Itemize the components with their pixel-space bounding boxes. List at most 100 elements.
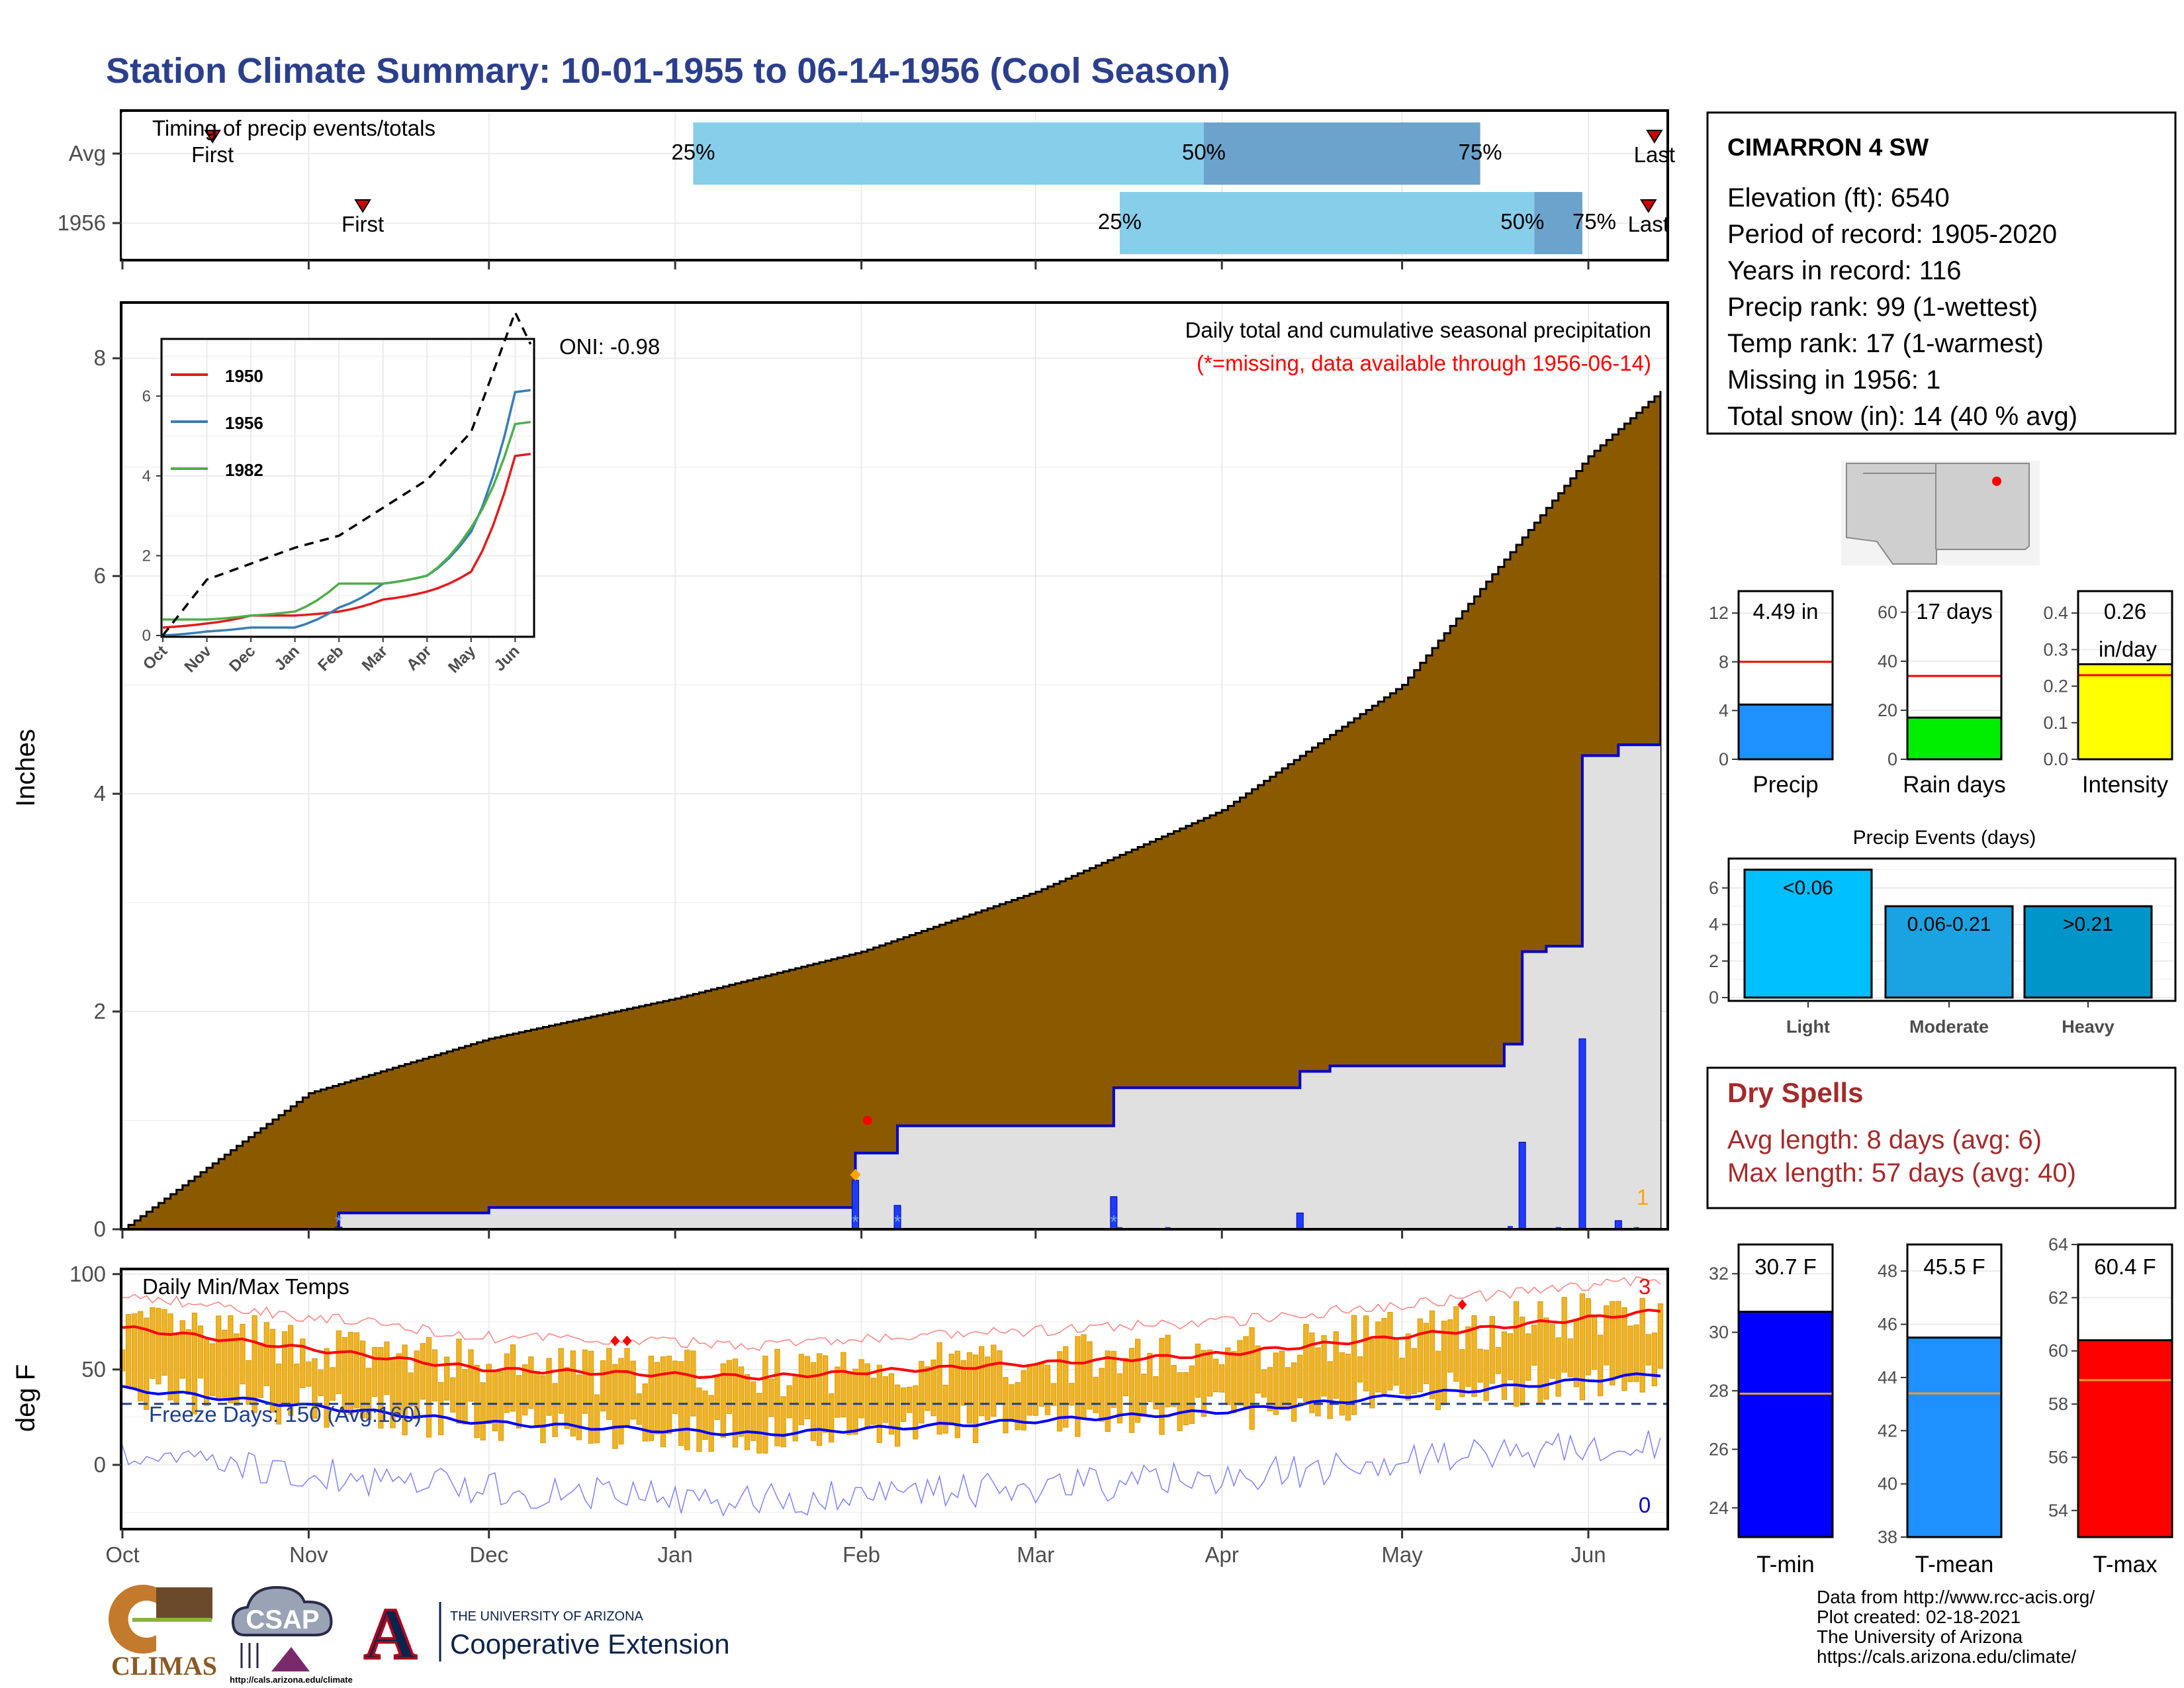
daily-temp-range: [396, 1353, 402, 1415]
daily-temp-range: [1513, 1301, 1520, 1407]
timing-bar-50-75: [1534, 192, 1582, 254]
daily-temp-range: [432, 1349, 438, 1402]
daily-temp-range: [1171, 1364, 1177, 1407]
event-bar-label: <0.06: [1783, 877, 1833, 899]
summary-bar-tick-label: 60: [1878, 602, 1897, 622]
month-label: Dec: [469, 1542, 508, 1567]
summary-bar-frame: [1906, 590, 2003, 761]
daily-temp-range: [167, 1313, 173, 1401]
daily-temp-range: [1105, 1350, 1111, 1432]
daily-temp-range: [966, 1352, 973, 1424]
precip-events-bars: <0.06 Light 0.06-0.21 Moderate >0.21 Heavy: [1743, 868, 2153, 1037]
daily-temp-range: [942, 1384, 948, 1434]
month-label: Jun: [1570, 1542, 1606, 1567]
station-elevation: Elevation (ft): 6540: [1727, 183, 1950, 212]
inset-y-tick-label: 0: [142, 627, 151, 645]
daily-temp-range: [1573, 1319, 1579, 1387]
daily-temp-range: [534, 1371, 540, 1426]
daily-temp-range: [936, 1342, 942, 1435]
legend-label-1956: 1956: [225, 413, 263, 433]
daily-temp-range: [576, 1374, 582, 1440]
daily-temp-range: [1038, 1362, 1045, 1407]
climas-emblem: [108, 1585, 156, 1654]
daily-temp-range: [978, 1346, 985, 1417]
daily-temp-range: [528, 1356, 534, 1409]
daily-temp-range: [210, 1343, 216, 1396]
summary-bar-tick-label: 0.2: [2043, 677, 2068, 696]
record-max-line: [122, 1276, 1661, 1351]
daily-temp-range: [588, 1350, 594, 1444]
month-label: Nov: [289, 1542, 328, 1567]
daily-temp-range: [606, 1348, 612, 1421]
min-record-count: 0: [1639, 1493, 1651, 1517]
daily-temp-range: [1501, 1331, 1508, 1400]
events-y-tick-label: 4: [1709, 915, 1719, 935]
daily-temp-range: [1627, 1325, 1633, 1382]
station-info-frame: [1706, 111, 2177, 435]
temp-bar-tick-label: 58: [2048, 1394, 2068, 1414]
inset-plot: [161, 309, 533, 637]
daily-temp-range: [1243, 1336, 1249, 1407]
daily-temp-range: [1177, 1372, 1183, 1431]
daily-temp-range: [666, 1356, 672, 1434]
daily-temp-range: [1525, 1333, 1531, 1381]
daily-temp-range: [179, 1320, 185, 1379]
daily-temp-range: [1369, 1339, 1375, 1409]
daily-temp-range: [780, 1396, 786, 1448]
daily-temp-range: [972, 1354, 979, 1443]
station-precip-rank: Precip rank: 99 (1-wettest): [1727, 293, 2038, 322]
daily-temp-range: [919, 1360, 925, 1424]
dry-spells-frame: [1706, 1066, 2177, 1209]
dry-spells-max: Max length: 57 days (avg: 40): [1727, 1158, 2076, 1188]
temp-bar-tick-label: 64: [2048, 1235, 2068, 1254]
daily-temp-range: [300, 1338, 306, 1388]
daily-temp-range: [191, 1313, 198, 1415]
daily-temp-range: [1201, 1350, 1207, 1417]
precip-y-tick-label: 4: [94, 781, 106, 806]
daily-temp-range: [1351, 1315, 1357, 1415]
daily-temp-range: [1147, 1352, 1153, 1402]
daily-temp-range: [353, 1332, 360, 1409]
cumulative-1956-line: [122, 743, 1661, 1231]
station-temp-rank: Temp rank: 17 (1-warmest): [1727, 329, 2044, 358]
daily-temp-range: [960, 1360, 967, 1406]
daily-temp-range: [636, 1393, 642, 1425]
daily-precip-bar: [1296, 1212, 1304, 1230]
daily-temp-range: [1495, 1347, 1501, 1374]
daily-temp-range: [1081, 1334, 1087, 1420]
daily-temp-range: [1604, 1305, 1610, 1366]
daily-temp-range: [798, 1354, 804, 1425]
daily-temp-range: [1309, 1333, 1315, 1413]
summary-bar-tick-label: 0.1: [2043, 713, 2068, 733]
daily-temp-range: [125, 1314, 132, 1388]
daily-temp-range: [1345, 1354, 1351, 1421]
daily-temp-range: [324, 1348, 330, 1428]
footer-url: https://cals.arizona.edu/climate/: [1817, 1646, 2076, 1667]
csap-cloud: [231, 1585, 333, 1636]
temp-bar-tick-label: 54: [2048, 1501, 2068, 1521]
temp-y-tick-label: 50: [81, 1357, 106, 1382]
daily-temp-range: [161, 1309, 167, 1376]
temp-bar-tick-label: 46: [1878, 1315, 1897, 1335]
precip-y-axis: 0 2 4 6 8: [94, 346, 121, 1241]
daily-temp-range: [1026, 1364, 1032, 1416]
temp-bar-value-label: 45.5 F: [1923, 1254, 1985, 1279]
daily-temp-range: [852, 1368, 858, 1435]
daily-temp-range: [1279, 1350, 1285, 1411]
daily-temp-range: [1411, 1348, 1417, 1394]
last-label: Last: [1634, 142, 1675, 167]
daily-temp-range: [132, 1313, 138, 1389]
csap-logo: CSAP http://cals.arizona.edu/climate: [230, 1585, 353, 1685]
daily-temp-range: [582, 1349, 588, 1414]
csap-url: http://cals.arizona.edu/climate: [230, 1675, 353, 1685]
precip-events-title: Precip Events (days): [1853, 827, 2036, 849]
percentile-label: 25%: [1098, 209, 1142, 234]
daily-temp-range: [414, 1350, 420, 1420]
summary-bar-precip: [1737, 703, 1834, 761]
precip-y-tick-label: 2: [94, 999, 106, 1023]
daily-temp-range: [1273, 1352, 1279, 1415]
daily-temp-range: [642, 1383, 648, 1442]
temp-bar-frame: [2077, 1243, 2173, 1538]
month-label: Feb: [842, 1542, 880, 1567]
event-bar-label: >0.21: [2063, 914, 2113, 935]
